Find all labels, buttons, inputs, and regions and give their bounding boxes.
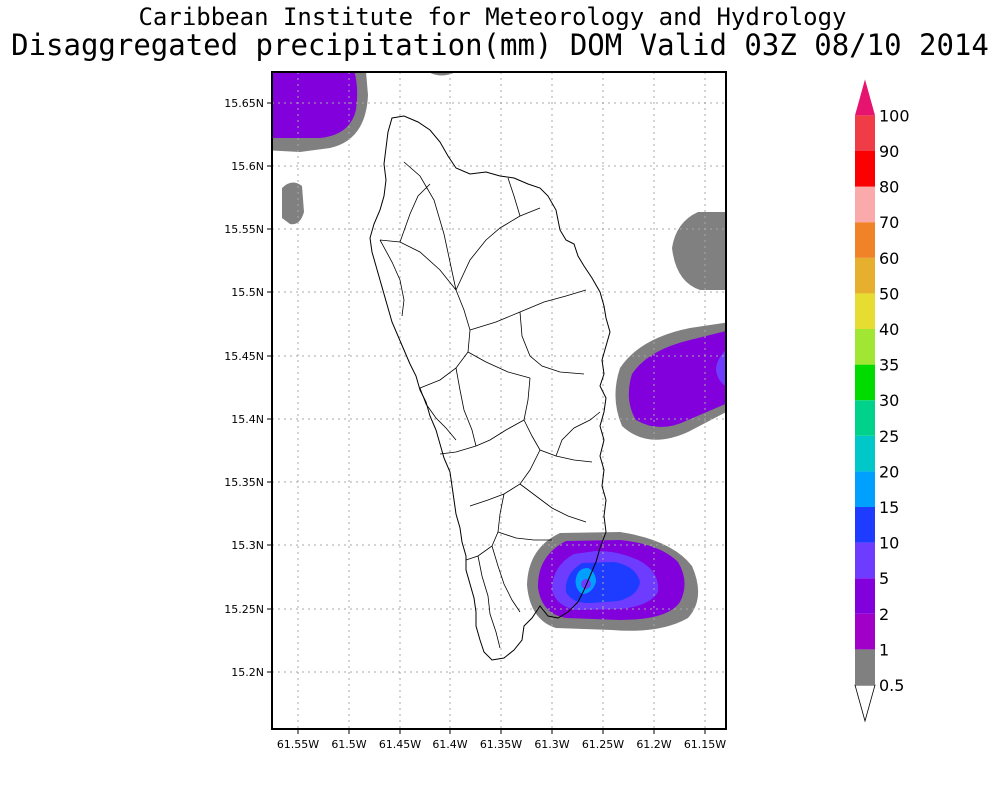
lon-tick-label: 61.45W xyxy=(379,738,421,751)
lat-tick-label: 15.45N xyxy=(224,350,264,363)
lat-tick-label: 15.6N xyxy=(231,160,264,173)
colorbar-swatch xyxy=(855,329,875,365)
colorbar-level-label: 1 xyxy=(879,640,889,659)
lon-tick-label: 61.3W xyxy=(534,738,569,751)
lat-tick-label: 15.4N xyxy=(231,413,264,426)
colorbar-level-label: 35 xyxy=(879,356,899,375)
colorbar-swatch xyxy=(855,542,875,579)
colorbar-level-label: 10 xyxy=(879,534,899,553)
grid-lines xyxy=(272,72,726,729)
lon-tick-label: 61.25W xyxy=(582,738,624,751)
colorbar-swatch xyxy=(855,471,875,507)
precip-area-east-gray xyxy=(672,212,726,290)
lat-tick-label: 15.5N xyxy=(231,286,264,299)
lon-tick-label: 61.2W xyxy=(636,738,671,751)
plot-frame xyxy=(271,71,727,730)
colorbar-underflow-triangle xyxy=(854,684,876,723)
lon-tick-label: 61.15W xyxy=(684,738,726,751)
lat-tick-label: 15.3N xyxy=(231,539,264,552)
lat-tick-label: 15.25N xyxy=(224,603,264,616)
lat-tick-labels: 15.65N 15.6N 15.55N 15.5N 15.45N 15.4N 1… xyxy=(224,97,264,679)
colorbar-swatch xyxy=(855,578,875,614)
lon-tick-label: 61.55W xyxy=(277,738,319,751)
precip-area-eastc-violet xyxy=(716,349,726,387)
colorbar-level-label: 20 xyxy=(879,462,899,481)
lat-tick-label: 15.35N xyxy=(224,476,264,489)
precip-area-top-gray xyxy=(428,72,456,76)
colorbar-level-label: 70 xyxy=(879,213,899,232)
colorbar-swatch xyxy=(855,151,875,187)
colorbar-level-label: 50 xyxy=(879,284,899,303)
lat-tick-label: 15.55N xyxy=(224,223,264,236)
precip-area-west-gray xyxy=(282,182,304,225)
colorbar-level-label: 90 xyxy=(879,142,899,161)
map-title-institute: Caribbean Institute for Meteorology and … xyxy=(138,3,847,31)
lon-tick-label: 61.4W xyxy=(432,738,467,751)
colorbar-swatch xyxy=(855,293,875,329)
colorbar-swatch xyxy=(855,186,875,223)
colorbar-level-label: 40 xyxy=(879,320,899,339)
lon-tick-label: 61.5W xyxy=(331,738,366,751)
colorbar-swatch xyxy=(855,507,875,543)
tick-marks xyxy=(267,102,706,734)
colorbar-level-label: 15 xyxy=(879,498,899,517)
colorbar-level-label: 5 xyxy=(879,569,889,588)
lat-tick-label: 15.2N xyxy=(231,666,264,679)
lat-tick-label: 15.65N xyxy=(224,97,264,110)
island-watersheds xyxy=(379,161,601,649)
colorbar-level-label: 2 xyxy=(879,605,889,624)
map-title-product: Disaggregated precipitation(mm) DOM Vali… xyxy=(11,28,989,62)
colorbar-level-label: 30 xyxy=(879,391,899,410)
colorbar-overflow-triangle xyxy=(855,79,875,116)
colorbar-swatch xyxy=(855,222,875,258)
colorbar-level-label: 80 xyxy=(879,178,899,197)
precip-area-eastc-purple xyxy=(628,331,726,427)
colorbar-swatch xyxy=(855,115,875,151)
colorbar-swatch xyxy=(855,649,875,685)
colorbar-level-label: 0.5 xyxy=(879,676,904,695)
colorbar-level-label: 60 xyxy=(879,249,899,268)
colorbar-level-label: 100 xyxy=(879,106,910,125)
precip-fields xyxy=(272,72,726,631)
precip-area-nw-purple xyxy=(272,72,358,138)
island-dominica xyxy=(369,115,611,661)
colorbar-level-label: 25 xyxy=(879,427,899,446)
colorbar-swatch xyxy=(855,257,875,294)
lon-tick-labels: 61.55W 61.5W 61.45W 61.4W 61.35W 61.3W 6… xyxy=(277,738,726,751)
colorbar-swatch xyxy=(855,613,875,650)
colorbar-swatch xyxy=(855,400,875,436)
island-coastline xyxy=(369,115,611,661)
colorbar-swatch xyxy=(855,364,875,401)
lon-tick-label: 61.35W xyxy=(480,738,522,751)
precip-area-se-core xyxy=(581,579,591,589)
colorbar-swatch xyxy=(855,435,875,472)
